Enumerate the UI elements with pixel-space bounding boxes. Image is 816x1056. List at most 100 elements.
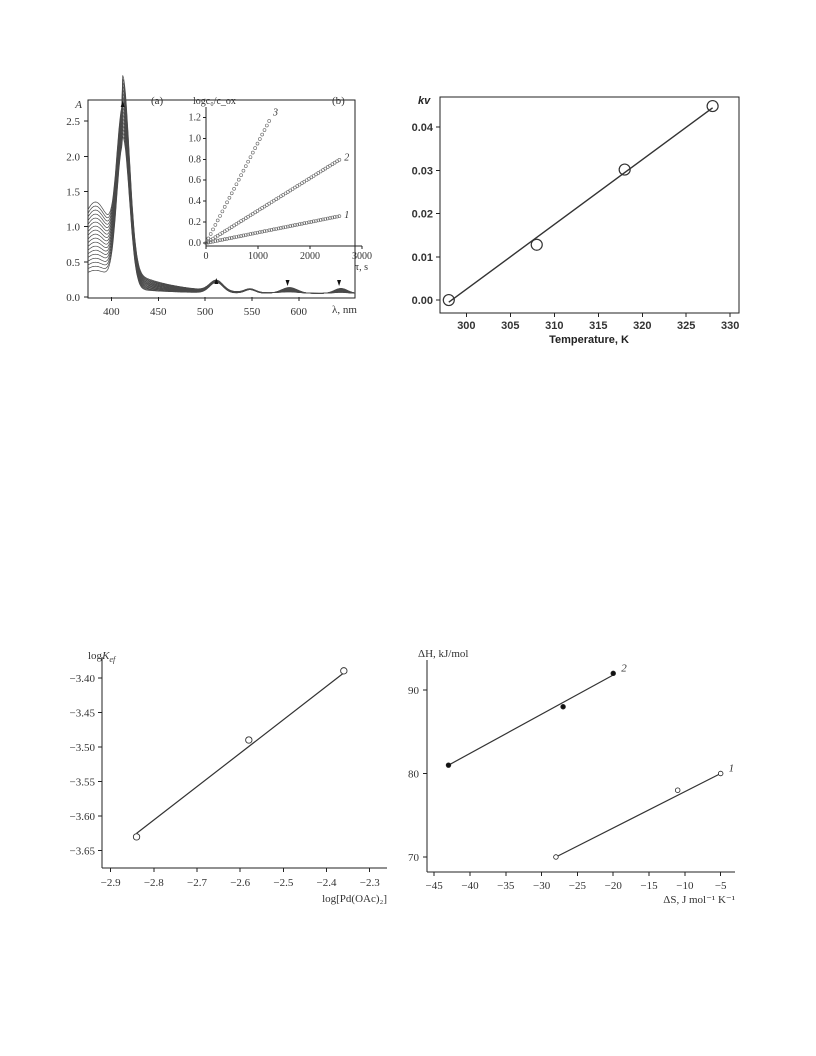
inset-point	[234, 235, 239, 239]
inset-point	[258, 137, 262, 141]
inset-point	[279, 226, 283, 230]
kv-x-tick-label: 310	[545, 320, 563, 332]
kv-y-tick-label: 0.01	[412, 252, 433, 264]
logkef-x-tick-label: −2.5	[273, 877, 293, 889]
inset-point	[321, 217, 325, 222]
ds-x-tick-label: −45	[426, 880, 444, 892]
spectra-arrow	[214, 278, 219, 284]
inset-series-label: 2	[344, 153, 349, 164]
spectra-arrow	[285, 280, 290, 286]
inset-point	[236, 234, 241, 239]
inset-y-tick-label: 1.0	[189, 133, 202, 144]
kv-x-tick-label: 330	[721, 320, 739, 332]
spectra-x-tick-label: 400	[103, 306, 120, 318]
inset-point	[283, 225, 288, 229]
inset-point	[297, 222, 302, 226]
logkef-fit-line	[136, 672, 345, 834]
inset-point	[293, 223, 297, 227]
kv-temperature-chart: 300 305 310 315 320 325 330 0.000.010.020.030.…	[412, 95, 740, 346]
dh-points	[445, 670, 724, 860]
spectra-x-ticks: 400 450 500 550 600	[103, 297, 308, 318]
inset-point	[218, 238, 222, 242]
spectra-x-label: λ, nm	[332, 304, 357, 316]
inset-point	[325, 216, 330, 221]
inset-point	[220, 209, 225, 214]
ds-x-tick-label: −20	[605, 880, 623, 892]
inset-points: 1 2 3	[204, 107, 349, 245]
inset-point	[241, 233, 246, 238]
logkef-x-tick-label: −2.8	[144, 877, 164, 889]
kv-point	[442, 293, 455, 307]
inset-point	[335, 214, 339, 219]
logkef-fit-segment	[136, 672, 345, 834]
kv-point	[530, 238, 543, 251]
spectra-plot-frame	[87, 99, 356, 299]
kv-y-ticks: 0.00 0.01 0.02 0.03 0.04	[412, 122, 440, 307]
logkef-x-tick-label: −2.3	[360, 877, 380, 889]
inset-point	[258, 230, 262, 234]
spectra-arrow	[337, 280, 342, 286]
inset-point	[267, 119, 271, 123]
kv-x-tick-label: 315	[589, 320, 607, 332]
dh-point-series-1	[553, 854, 559, 860]
inset-series-label: 3	[272, 107, 278, 118]
dh-point-series-2	[560, 704, 566, 710]
inset-panel-label: (b)	[332, 95, 345, 107]
kv-fit-line	[448, 107, 714, 303]
spectra-arrows	[120, 101, 342, 286]
dh-series-label: 2	[621, 662, 627, 674]
spectrum-curve	[87, 75, 355, 294]
inset-point	[222, 237, 227, 242]
inset-point	[262, 229, 267, 234]
kv-x-ticks: 300 305 310 315 320 325 330	[457, 313, 739, 332]
inset-point	[267, 228, 271, 233]
inset-y-tick-label: 0.6	[189, 175, 202, 186]
inset-point	[272, 227, 276, 232]
dh-series-label: 1	[729, 763, 735, 775]
inset-point	[239, 234, 243, 238]
logkef-y-tick-label: −3.65	[70, 846, 96, 858]
dh-y-tick-label: 70	[408, 852, 420, 864]
dh-point-series-1	[674, 787, 681, 793]
spectra-y-tick-label: 0.5	[66, 257, 80, 269]
inset-point	[330, 215, 335, 220]
inset-point	[213, 239, 218, 243]
inset-point	[208, 232, 213, 236]
inset-point	[239, 173, 243, 178]
spectra-y-tick-label: 2.5	[66, 116, 80, 128]
inset-point	[255, 230, 260, 235]
dh-fit-lines	[448, 674, 721, 858]
kv-x-tick-label: 325	[677, 320, 695, 332]
inset-point	[246, 159, 250, 164]
inset-point	[265, 123, 269, 128]
kv-y-tick-label: 0.03	[412, 165, 433, 177]
inset-point	[211, 227, 215, 232]
spectra-y-tick-label: 1.5	[66, 186, 80, 198]
logkef-y-label: logKef	[88, 650, 117, 664]
inset-point	[215, 238, 220, 243]
inset-point	[229, 191, 234, 196]
logkef-x-tick-label: −2.7	[187, 877, 207, 889]
spectra-x-tick-label: 600	[291, 306, 308, 318]
inset-point	[302, 221, 307, 226]
inset-point	[248, 232, 253, 236]
inset-point	[290, 223, 295, 228]
logkef-x-ticks: −2.9 −2.8 −2.7 −2.6 −2.5 −2.4 −2.3	[101, 868, 380, 889]
inset-point	[337, 158, 342, 162]
logkef-y-tick-label: −3.50	[70, 742, 96, 754]
inset-point	[248, 155, 253, 159]
kv-y-tick-label: 0.02	[412, 209, 433, 221]
inset-x-tick-label: 3000	[352, 251, 372, 262]
inset-x-label: τ, s	[355, 262, 368, 273]
logkef-point	[340, 667, 348, 675]
kv-point	[618, 163, 631, 176]
inset-point	[260, 132, 264, 137]
spectra-panel-label: (a)	[151, 95, 164, 107]
inset-point	[304, 220, 309, 225]
kv-x-tick-label: 300	[457, 320, 475, 332]
logkef-y-tick-label: −3.40	[70, 673, 96, 685]
inset-point	[276, 226, 281, 231]
spectra-y-label: A	[74, 99, 82, 111]
inset-point	[295, 222, 300, 227]
